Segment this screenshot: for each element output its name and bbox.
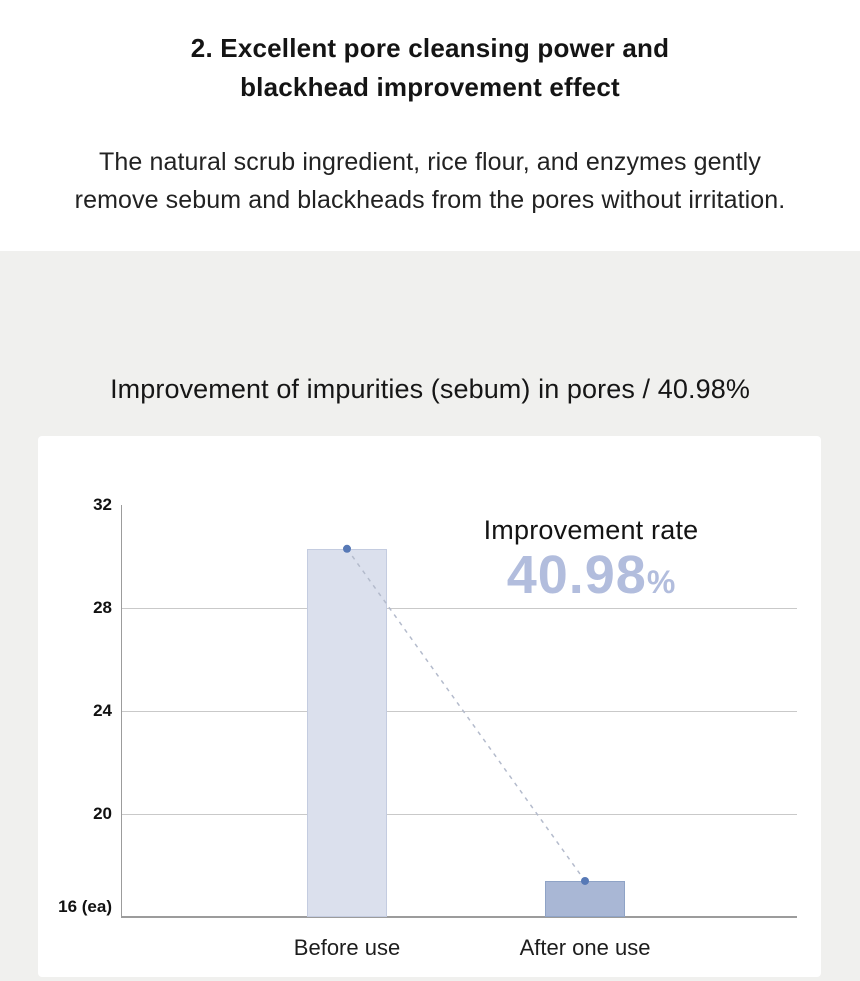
section-description: The natural scrub ingredient, rice flour… — [0, 107, 860, 219]
bar-after-one-use — [545, 880, 625, 917]
percent-sign: % — [646, 564, 676, 600]
y-axis-line — [121, 505, 122, 917]
heading-line-1: 2. Excellent pore cleansing power and — [190, 33, 670, 63]
improvement-rate-value: 40.98% — [484, 547, 699, 610]
improvement-rate-label: Improvement rate — [483, 515, 699, 545]
x-axis-baseline — [121, 916, 797, 918]
improvement-annotation: Improvement rate 40.98% — [484, 514, 699, 610]
y-tick-label: 20 — [93, 804, 112, 823]
y-tick-label: 16 (ea) — [58, 897, 112, 916]
x-tick-label: After one use — [519, 935, 651, 960]
y-tick-label: 32 — [93, 495, 112, 514]
chart-title: Improvement of impurities (sebum) in por… — [110, 374, 750, 404]
section-heading: 2. Excellent pore cleansing power and bl… — [0, 0, 860, 107]
intro-section: 2. Excellent pore cleansing power and bl… — [0, 0, 860, 251]
trend-connector-line — [343, 544, 589, 885]
y-tick-label: 28 — [93, 598, 112, 617]
y-tick-label: 24 — [93, 701, 112, 720]
gridline — [121, 814, 797, 815]
chart-card: 32 28 24 20 16 (ea) Before use After one use … — [38, 436, 821, 977]
improvement-rate-number: 40.98 — [506, 545, 647, 605]
bar-before-use — [307, 548, 387, 917]
description-line-1: The natural scrub ingredient, rice flour… — [99, 148, 761, 176]
chart-section: Improvement of impurities (sebum) in por… — [0, 251, 860, 981]
gridline — [121, 711, 797, 712]
heading-line-2: blackhead improvement effect — [240, 72, 620, 102]
description-line-2: remove sebum and blackheads from the por… — [74, 186, 786, 214]
x-tick-label: Before use — [293, 935, 401, 960]
